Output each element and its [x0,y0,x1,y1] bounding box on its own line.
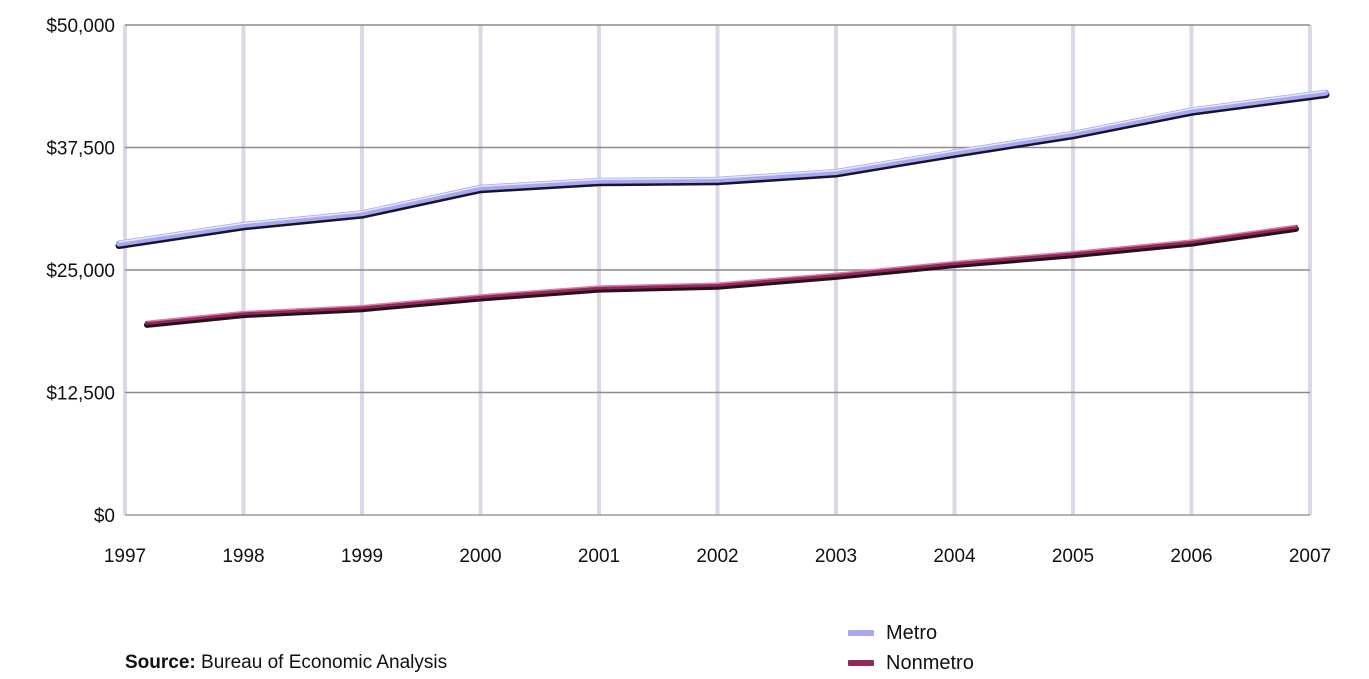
y-axis-ticks: $0 $12,500 $25,000 $37,500 $50,000 [46,16,115,527]
legend-swatch-metro [848,630,874,636]
source-note: Source: Bureau of Economic Analysis [125,652,447,674]
grid-lines [123,24,1312,516]
x-tick-label: 2001 [578,546,620,567]
x-tick-label: 1997 [104,546,146,567]
y-tick-label: $12,500 [46,384,115,405]
legend-label-metro: Metro [886,622,938,644]
x-axis-ticks: 1997 1998 1999 2000 2001 2002 2003 2004 2005 2006… [104,546,1331,567]
legend-swatch-nonmetro [848,660,874,666]
x-tick-label: 2003 [815,546,857,567]
x-tick-label: 2005 [1052,546,1094,567]
x-tick-label: 2007 [1289,546,1331,567]
x-tick-label: 2000 [459,546,501,567]
series-line [116,89,1329,247]
y-tick-label: $25,000 [46,261,115,282]
x-tick-label: 2006 [1170,546,1212,567]
series-highlight [118,90,1327,243]
legend-label-nonmetro: Nonmetro [886,652,974,674]
legend-item-metro: Metro [848,618,974,648]
series-line [145,224,1298,325]
y-tick-label: $0 [94,506,115,527]
y-tick-label: $50,000 [46,16,115,37]
series-layer [115,89,1330,328]
x-tick-label: 2004 [933,546,976,567]
x-tick-label: 2002 [696,546,738,567]
legend-item-nonmetro: Nonmetro [848,648,974,678]
source-text: Bureau of Economic Analysis [201,652,448,673]
legend: Metro Nonmetro [848,618,974,678]
y-tick-label: $37,500 [46,139,115,160]
series-highlight [146,224,1297,323]
line-chart: $0$12,500$25,000$37,500$50,000 1997 1998 1… [46,16,1331,567]
series-nonmetro [144,224,1299,328]
x-tick-label: 1998 [222,546,264,567]
x-tick-label: 1999 [341,546,383,567]
series-metro [115,89,1330,249]
source-label: Source: [125,652,196,673]
